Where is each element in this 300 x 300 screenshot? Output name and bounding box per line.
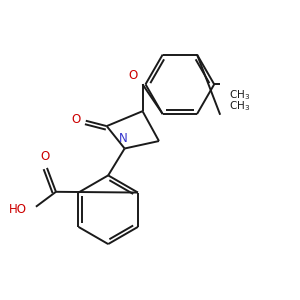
Text: CH$_3$: CH$_3$ <box>229 100 250 113</box>
Text: O: O <box>129 69 138 82</box>
Text: HO: HO <box>9 202 27 216</box>
Text: O: O <box>71 113 80 126</box>
Text: O: O <box>40 149 49 163</box>
Text: CH$_3$: CH$_3$ <box>229 88 250 102</box>
Text: N: N <box>119 132 128 145</box>
